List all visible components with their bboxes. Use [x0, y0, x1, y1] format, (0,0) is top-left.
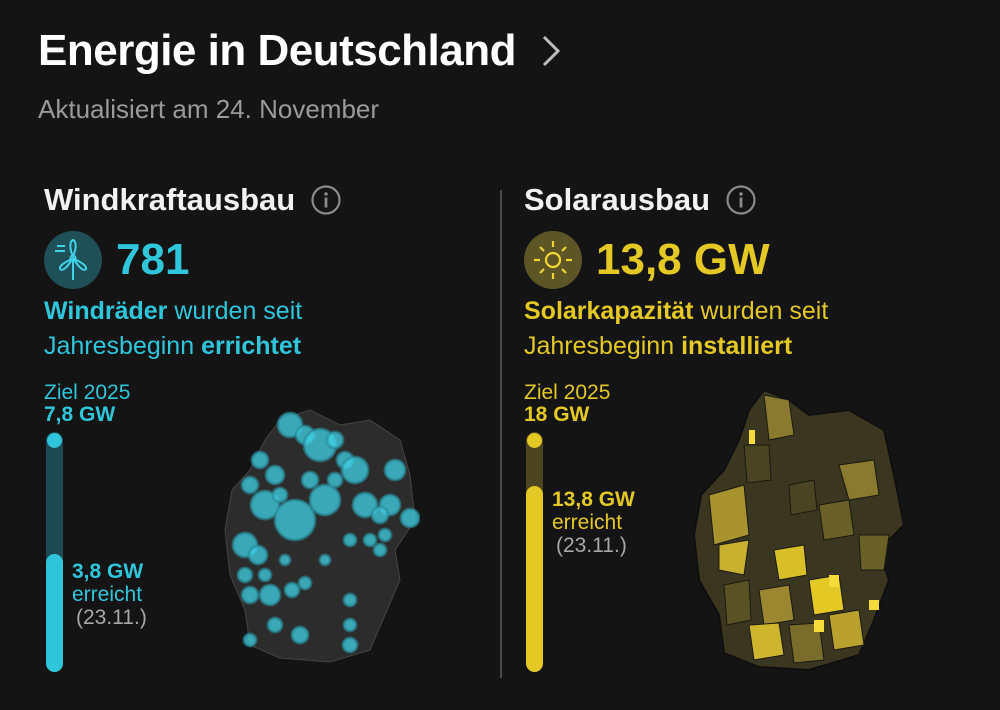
solar-goal: Ziel 2025 18 GW: [524, 381, 611, 426]
divider: [500, 190, 502, 678]
wind-turbine-map: [224, 409, 420, 663]
wind-heading: Windkraftausbau: [44, 182, 296, 217]
solar-panel: Solarausbau 13,8 GW Solarkapazität wurde…: [524, 180, 984, 690]
sun-icon: [524, 231, 582, 289]
solar-reached: 13,8 GW erreicht (23.11.): [552, 488, 635, 557]
updated-date: Aktualisiert am 24. November: [38, 94, 380, 124]
solar-progress-fill: [526, 486, 543, 672]
page-title[interactable]: Energie in Deutschland: [38, 26, 562, 76]
wind-reached: 3,8 GW erreicht (23.11.): [72, 560, 147, 629]
solar-heading: Solarausbau: [524, 182, 711, 217]
wind-turbine-icon: [44, 231, 102, 289]
goal-marker: [47, 433, 62, 448]
info-icon[interactable]: [311, 185, 341, 215]
solar-progress-bar: [526, 432, 543, 672]
wind-panel: Windkraftausbau 781 Windräder wurden sei…: [44, 180, 504, 690]
solar-capacity-map: [692, 388, 906, 672]
chevron-right-icon[interactable]: [540, 33, 562, 69]
info-icon[interactable]: [726, 185, 756, 215]
solar-description: Solarkapazität wurden seit Jahresbeginn …: [524, 297, 829, 360]
goal-marker: [527, 433, 542, 448]
wind-description: Windräder wurden seit Jahresbeginn erric…: [44, 297, 303, 360]
wind-goal: Ziel 2025 7,8 GW: [44, 381, 131, 426]
solar-capacity: 13,8 GW: [596, 235, 770, 284]
wind-count: 781: [116, 235, 190, 284]
wind-progress-bar: [46, 432, 63, 672]
wind-progress-fill: [46, 554, 63, 672]
